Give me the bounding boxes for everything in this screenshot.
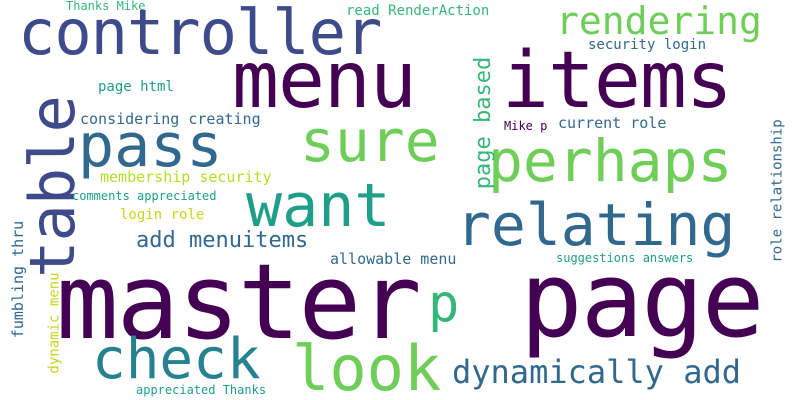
word-controller: controller [18, 0, 382, 69]
word-read-renderaction: read RenderAction [346, 3, 490, 19]
word-check: check [92, 327, 261, 392]
word-fumbling-thru: fumbling thru [9, 220, 28, 339]
word-thanks-mike: Thanks Mike [66, 0, 146, 13]
word-pass: pass [78, 111, 223, 181]
word-security-login: security login [588, 37, 707, 53]
word-p: p [428, 274, 460, 334]
word-page: page [520, 239, 764, 361]
word-suggestions-answers: suggestions answers [556, 251, 694, 265]
word-current-role: current role [558, 114, 667, 132]
word-perhaps: perhaps [488, 127, 733, 195]
word-relating: relating [456, 191, 736, 259]
word-login-role: login role [120, 207, 205, 223]
word-add-menuitems: add menuitems [136, 228, 309, 253]
word-page-based: page based [471, 56, 497, 190]
word-mike-p: Mike p [504, 119, 548, 133]
word-want: want [246, 171, 391, 241]
word-rendering: rendering [556, 0, 762, 43]
word-membership-security: membership security [100, 168, 272, 186]
word-look: look [292, 332, 442, 400]
word-dynamically-add: dynamically add [452, 353, 741, 391]
word-sure: sure [300, 107, 440, 175]
word-allowable-menu: allowable menu [330, 250, 457, 268]
word-items: items [502, 36, 733, 126]
word-role-relationship: role relationship [769, 119, 786, 263]
word-dynamic-menu: dynamic menu [46, 272, 63, 374]
word-comments-appreciated: comments appreciated [72, 189, 217, 203]
word-appreciated-thanks: appreciated Thanks [136, 383, 267, 397]
word-master: master [56, 241, 422, 363]
word-page-html: page html [98, 79, 174, 95]
word-considering-creating: considering creating [80, 110, 261, 128]
word-table: table [15, 96, 89, 278]
word-menu: menu [232, 36, 417, 126]
